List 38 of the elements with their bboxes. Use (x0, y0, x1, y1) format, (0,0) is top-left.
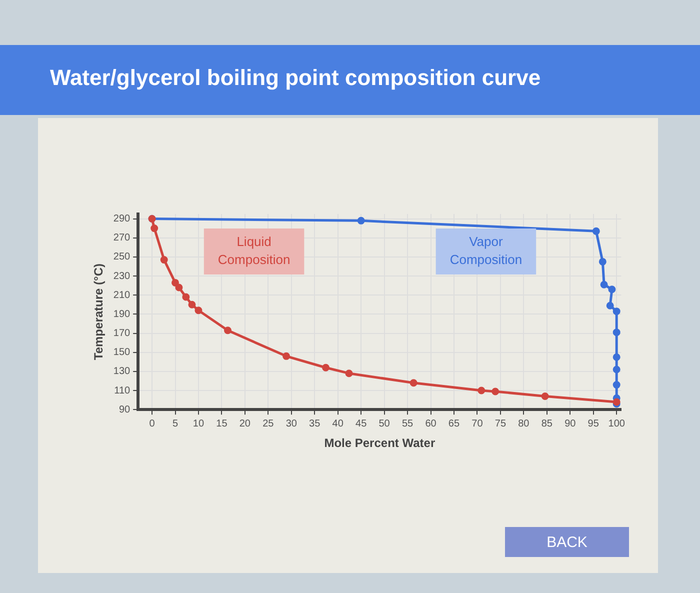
x-tick-label: 50 (378, 418, 390, 430)
x-tick-label: 5 (172, 418, 178, 430)
x-tick-label: 30 (286, 418, 298, 430)
chart-title: Water/glycerol boiling point composition curve (50, 65, 541, 91)
y-tick-label: 230 (113, 270, 131, 282)
y-tick-label: 90 (118, 404, 131, 416)
x-tick-label: 55 (402, 418, 414, 430)
x-tick-label: 65 (448, 418, 460, 430)
x-tick-label: 100 (608, 418, 626, 430)
series-label: Vapor Composition (450, 234, 522, 268)
x-tick-label: 0 (149, 418, 156, 430)
y-axis-title: Temperature (°C) (92, 264, 106, 360)
back-button: BACK (505, 527, 629, 557)
x-tick-label: 10 (192, 418, 204, 430)
x-tick-label: 15 (216, 418, 228, 430)
y-tick-label: 210 (113, 290, 131, 301)
x-tick-label: 25 (262, 418, 274, 430)
x-tick-label: 60 (425, 418, 437, 430)
text: Liquid Composition (218, 234, 290, 268)
y-tick-label: 190 (113, 308, 131, 320)
x-tick-label: 35 (309, 418, 321, 430)
x-tick-label: 80 (518, 418, 530, 430)
x-tick-label: 95 (588, 418, 600, 430)
x-tick-label: 70 (472, 418, 484, 430)
x-tick-label: 75 (494, 418, 506, 430)
x-tick-label: 90 (564, 418, 576, 430)
y-tick-label: 290 (113, 214, 131, 225)
y-tick-label: 130 (113, 366, 131, 378)
x-tick-label: 85 (541, 418, 553, 430)
y-tick-label: 110 (114, 385, 131, 396)
y-tick-label: 170 (113, 328, 131, 340)
y-tick-label: 150 (113, 347, 131, 358)
x-tick-label: 20 (239, 418, 251, 430)
y-tick-label: 270 (113, 232, 131, 244)
x-tick-label: 40 (332, 418, 344, 430)
y-tick-label: 250 (113, 252, 131, 263)
x-tick-label: 45 (356, 418, 368, 430)
x-axis-title: Mole Percent Water (324, 436, 436, 450)
